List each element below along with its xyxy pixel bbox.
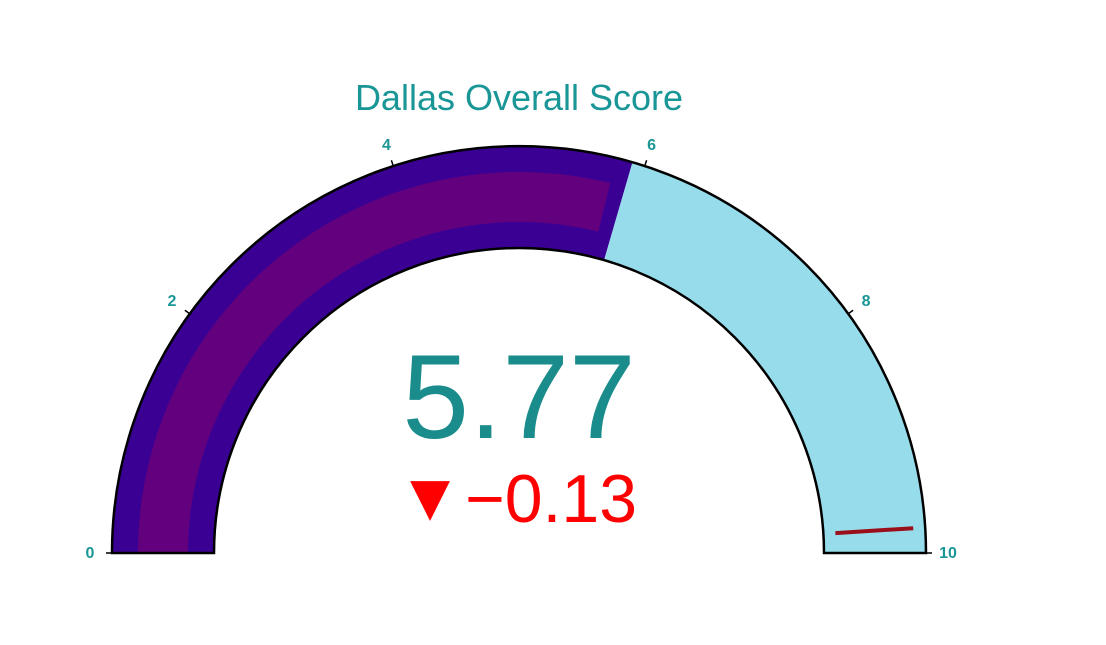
gauge-delta-number: −0.13 [465,461,637,537]
gauge-delta: ▼ −0.13 [396,459,637,537]
gauge-step-1 [604,162,926,553]
gauge-tick-label: 0 [86,545,95,562]
gauge-tick-label: 4 [382,137,391,154]
chart-title: Dallas Overall Score [355,77,683,118]
delta-down-triangle-icon: ▼ [396,459,463,535]
gauge-tick-mark [644,159,648,167]
gauge-tick-mark [184,309,191,315]
gauge-tick-label: 8 [862,293,871,310]
gauge-value-bar [138,171,611,553]
gauge-axis: 0 2 4 6 8 10 [86,137,957,562]
gauge-tick-mark [390,159,394,167]
gauge-tick-mark [847,309,854,315]
gauge-value-number: 5.77 [402,330,636,464]
gauge-threshold-line [835,526,914,536]
gauge-tick-label: 10 [939,545,957,562]
gauge-outline [110,144,928,555]
gauge-tick-label: 6 [647,137,656,154]
gauge-tick-label: 2 [167,293,176,310]
